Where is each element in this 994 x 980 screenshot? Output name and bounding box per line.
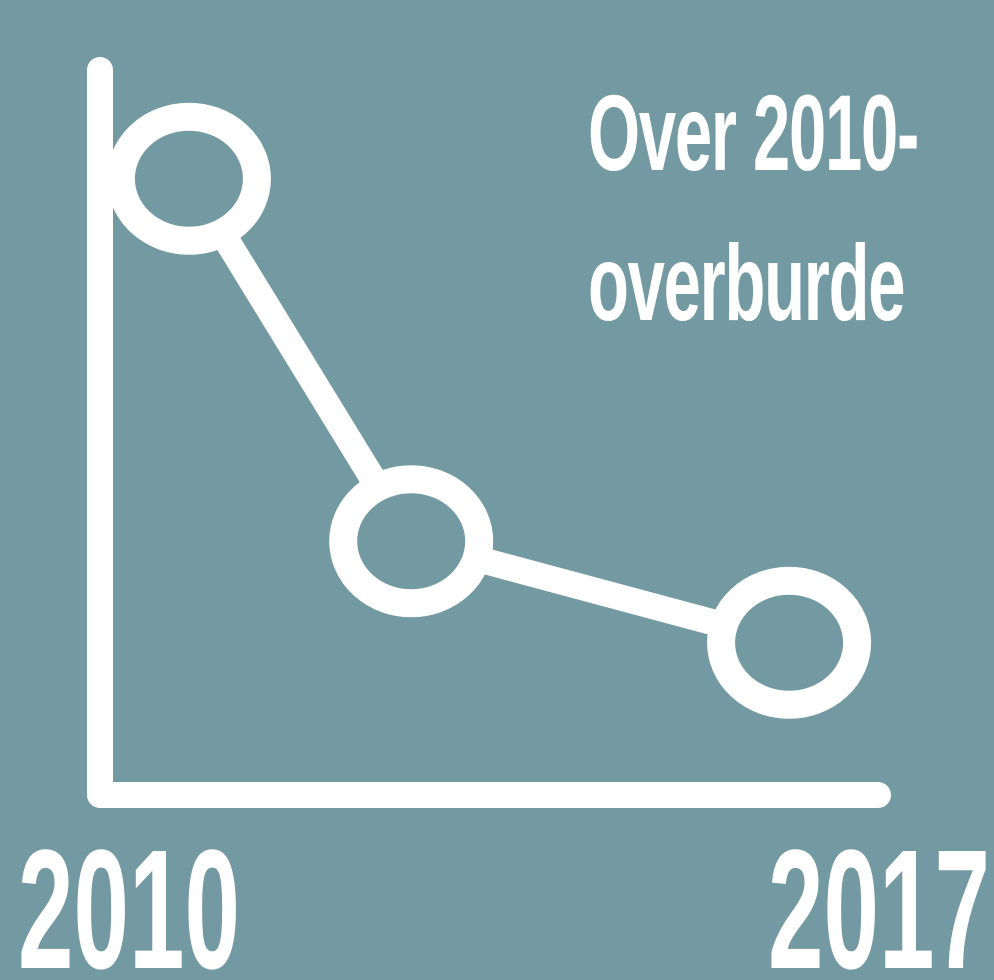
data-point [106,102,271,255]
headline: Over 2010- overburde [588,58,994,358]
data-point [329,465,494,618]
x-tick-label: 2010 [18,815,240,980]
axis-lines [87,57,891,808]
data-point-layer [106,102,872,719]
x-tick-label: 2017 [768,815,990,980]
series-line [177,171,793,656]
x-tick-label-layer: 2010 2017 [18,815,990,980]
data-point [707,566,872,719]
chart-axes [87,57,891,808]
